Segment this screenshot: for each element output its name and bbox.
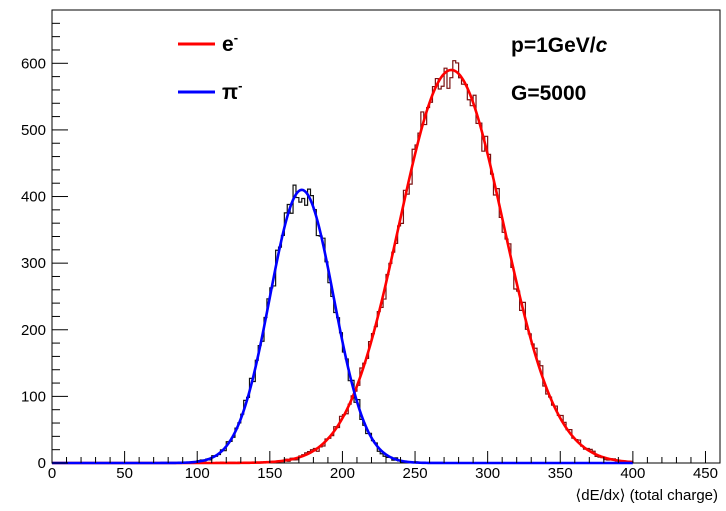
- y-tick-label: 300: [21, 255, 46, 272]
- annotation-momentum: p=1GeV/c: [511, 34, 608, 57]
- annotations: p=1GeV/c G=5000: [511, 34, 608, 105]
- y-tick-label: 500: [21, 122, 46, 139]
- legend-label-electron: e-: [222, 30, 238, 56]
- x-tick-label: 0: [48, 465, 56, 482]
- x-tick-label: 100: [185, 465, 210, 482]
- legend-label-pion: π-: [222, 78, 242, 104]
- annotation-gain: G=5000: [511, 82, 586, 105]
- legend: e- π-: [178, 30, 242, 104]
- x-tick-label: 300: [475, 465, 500, 482]
- x-tick-label: 250: [403, 465, 428, 482]
- x-tick-label: 450: [693, 465, 718, 482]
- y-tick-label: 0: [38, 455, 46, 472]
- x-tick-label: 150: [257, 465, 282, 482]
- y-tick-label: 400: [21, 189, 46, 206]
- x-tick-label: 200: [330, 465, 355, 482]
- histograms: [196, 60, 634, 464]
- histogram-pion: [196, 184, 430, 464]
- x-axis-label: ⟨dE/dx⟩ (total charge): [575, 487, 718, 504]
- histogram-electron: [211, 60, 634, 464]
- y-tick-label: 200: [21, 322, 46, 339]
- x-tick-label: 50: [116, 465, 133, 482]
- x-tick-label: 400: [620, 465, 645, 482]
- plot-frame: [51, 9, 721, 464]
- y-tick-label: 600: [21, 55, 46, 72]
- fit-curves: [52, 68, 633, 465]
- fit-curve-electron: [52, 68, 633, 465]
- plot-border: [51, 9, 721, 464]
- y-tick-label: 100: [21, 388, 46, 405]
- axes: 0 50 100 150 200 250 300 350 400 450 0 100 200 300 400…: [21, 9, 721, 482]
- fit-curve-pion: [52, 188, 633, 465]
- x-tick-label: 350: [548, 465, 573, 482]
